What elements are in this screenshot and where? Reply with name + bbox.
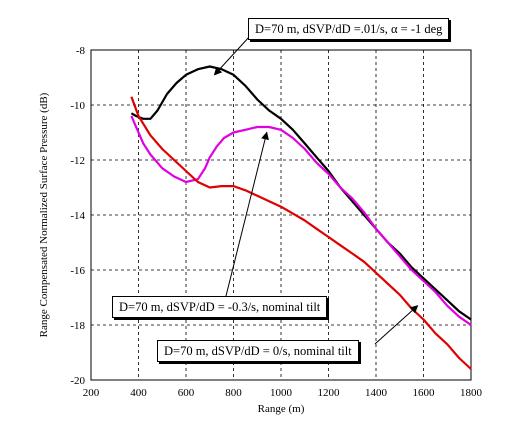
annotation-arrows [213,35,419,345]
x-tick-label: 1000 [270,387,293,399]
y-tick-label: -20 [70,375,85,387]
series-lines [130,65,472,370]
x-tick-label: 800 [225,387,242,399]
x-axis-label: Range (m) [258,403,305,415]
series-line-black [130,65,472,321]
x-axis-ticks: 200 400 600 800 1000 1200 1400 1600 1800 [83,387,483,399]
x-tick-label: 1800 [460,387,483,399]
x-tick-label: 200 [83,387,100,399]
y-tick-label: -12 [70,155,85,167]
annotation-black-series: D=70 m, dSVP/dD =.01/s, α = -1 deg [248,18,450,40]
x-tick-label: 1200 [318,387,341,399]
arrow-to-black-series [213,35,251,76]
y-tick-label: -8 [76,45,86,57]
grid-lines [91,50,471,380]
y-tick-label: -10 [70,100,85,112]
x-tick-label: 1400 [365,387,388,399]
y-tick-label: -14 [70,210,85,222]
annotation-magenta-series: D=70 m, dSVP/dD = -0.3/s, nominal tilt [112,296,328,318]
x-tick-label: 1600 [413,387,436,399]
plot-area-frame [90,49,472,381]
x-tick-label: 600 [178,387,195,399]
series-line-red [130,96,472,370]
y-axis-ticks: -8 -10 -12 -14 -16 -18 -20 [70,45,85,387]
y-tick-label: -16 [70,265,85,277]
arrow-to-red-series [374,305,419,345]
x-tick-label: 400 [130,387,147,399]
annotation-red-series: D=70 m, dSVP/dD = 0/s, nominal tilt [157,340,359,362]
arrow-to-magenta-series [225,131,269,297]
y-tick-label: -18 [70,320,85,332]
series-line-magenta [130,115,472,326]
y-axis-label: Range Compensated Normalized Surface Pre… [38,92,50,337]
